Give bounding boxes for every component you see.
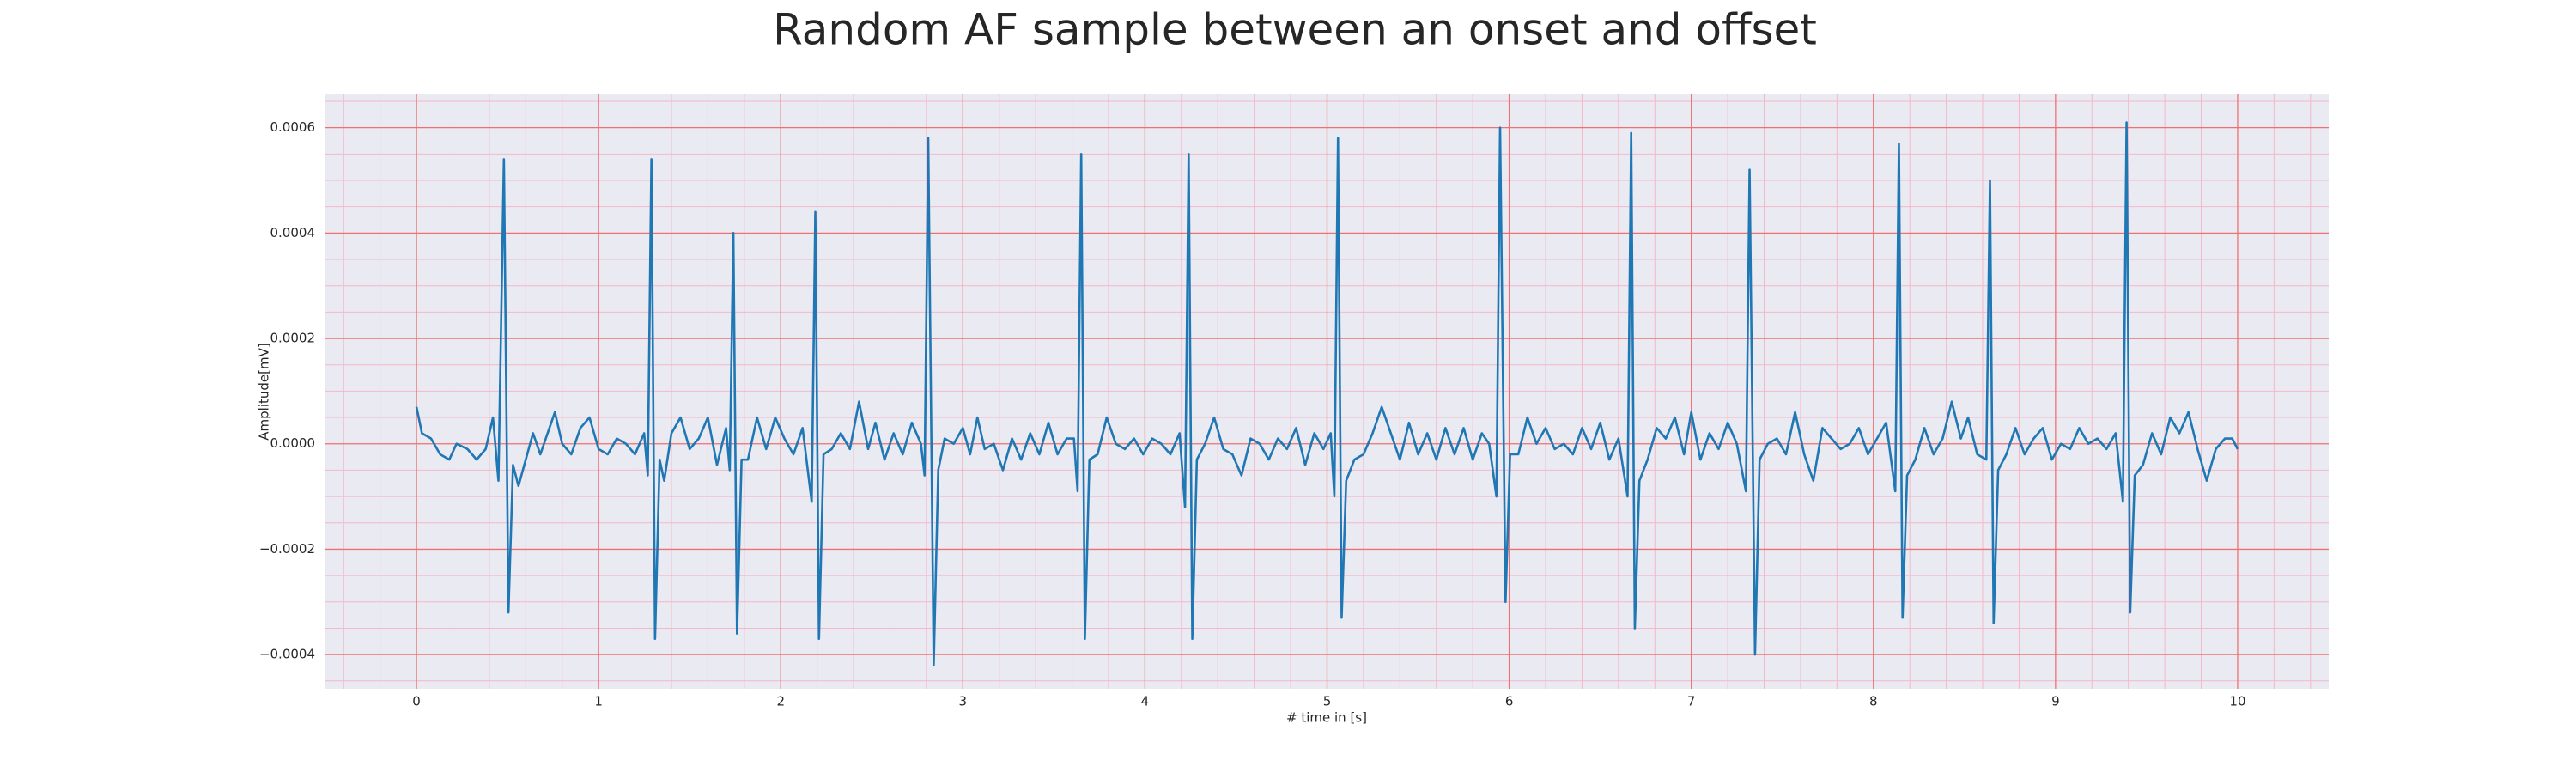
signal-line	[415, 121, 2239, 666]
y-axis-label: Amplitude[mV]	[257, 343, 272, 440]
x-tick-label: 8	[1869, 694, 1878, 709]
y-tick-label: 0.0000	[270, 435, 316, 451]
y-tick-label: 0.0002	[270, 331, 316, 346]
y-tick-label: 0.0004	[270, 225, 316, 240]
y-tick-label: −0.0004	[259, 647, 315, 662]
x-axis-label: # time in [s]	[1286, 710, 1367, 726]
x-tick-label: 7	[1687, 694, 1696, 709]
x-tick-label: 9	[2051, 694, 2060, 709]
chart-title: Random AF sample between an onset and of…	[773, 5, 1817, 55]
x-tick-label: 3	[959, 694, 968, 709]
x-tick-label: 6	[1505, 694, 1514, 709]
y-tick-label: −0.0002	[259, 541, 315, 557]
y-tick-label: 0.0006	[270, 119, 316, 135]
x-tick-label: 5	[1323, 694, 1332, 709]
x-tick-label: 4	[1141, 694, 1150, 709]
x-tick-label: 10	[2229, 694, 2245, 709]
x-tick-label: 1	[594, 694, 603, 709]
x-tick-label: 2	[776, 694, 785, 709]
labels: 0 1 2 3 4 5 6 7 8 9 10 −0.0004 −0.0002 0.0000 0.0002 0.…	[259, 119, 2246, 709]
x-tick-label: 0	[412, 694, 421, 709]
marks	[415, 121, 2239, 666]
